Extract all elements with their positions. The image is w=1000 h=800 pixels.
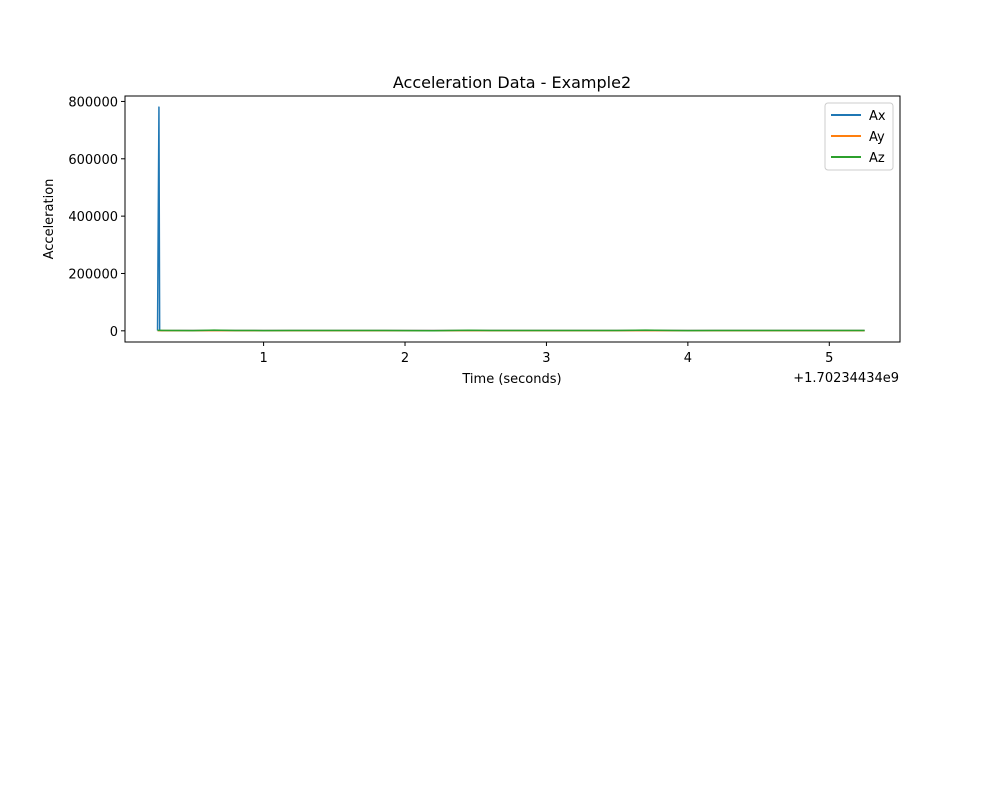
axes-frame — [124, 95, 901, 343]
series-line-az — [157, 329, 865, 332]
y-tick-label: 0 — [110, 325, 118, 340]
legend-label-ay: Ay — [869, 130, 885, 145]
x-axis-label: Time (seconds) — [461, 372, 561, 387]
plot-background — [125, 96, 900, 342]
series-layer — [156, 106, 865, 332]
x-axis-ticks: 1 2 3 4 5 — [259, 342, 833, 366]
y-tick-label: 600000 — [68, 153, 118, 168]
x-tick-label: 3 — [542, 351, 550, 366]
legend: Ax Ay Az — [824, 102, 894, 171]
y-axis-label: Acceleration — [42, 179, 57, 260]
chart-title: Acceleration Data - Example2 — [393, 73, 631, 92]
x-tick-label: 2 — [401, 351, 409, 366]
x-axis-offset-label: +1.70234434e9 — [793, 371, 899, 386]
x-tick-label: 4 — [684, 351, 692, 366]
plot-area — [125, 96, 900, 342]
y-tick-label: 400000 — [68, 210, 118, 225]
y-axis-ticks: 0 200000 400000 600000 800000 — [68, 95, 125, 340]
y-tick-label: 200000 — [68, 267, 118, 282]
x-tick-label: 5 — [825, 351, 833, 366]
legend-label-ax: Ax — [869, 109, 886, 124]
y-tick-label: 800000 — [68, 95, 118, 110]
x-tick-label: 1 — [259, 351, 267, 366]
legend-label-az: Az — [869, 151, 885, 166]
